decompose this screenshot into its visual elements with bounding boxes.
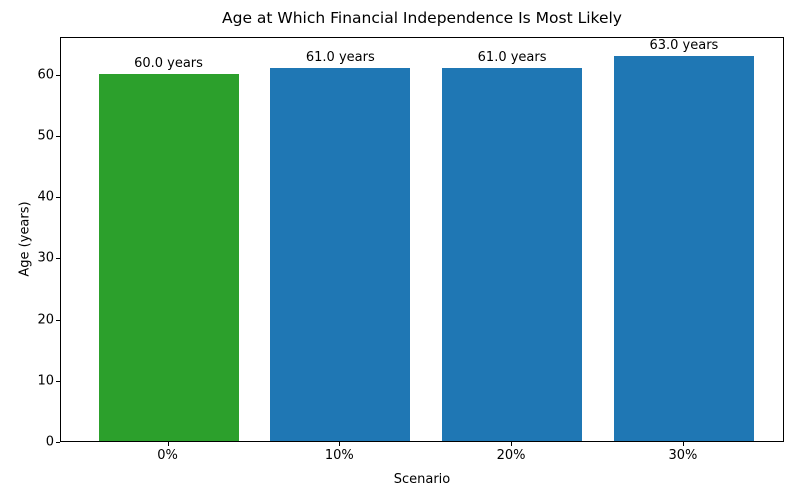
y-tick-mark [56, 380, 60, 382]
bar-value-label: 60.0 years [134, 55, 203, 71]
x-tick-mark [167, 442, 169, 446]
x-tick-mark [339, 442, 341, 446]
y-axis-label: Age (years) [17, 201, 33, 277]
y-tick-label: 50 [37, 128, 54, 144]
y-tick-mark [56, 258, 60, 260]
x-tick-label: 20% [496, 448, 526, 463]
x-tick-mark [511, 442, 513, 446]
x-tick-label: 0% [157, 448, 178, 463]
bar-30% [613, 55, 754, 441]
plot-area: 60.0 years 61.0 years 61.0 years 63.0 years [60, 37, 784, 442]
y-tick-mark [56, 319, 60, 321]
x-tick-label: 10% [324, 448, 354, 463]
y-tick-label: 30 [37, 250, 54, 266]
y-tick-label: 40 [37, 189, 54, 205]
y-tick-mark [56, 74, 60, 76]
x-tick-mark [682, 442, 684, 446]
y-tick-mark [56, 136, 60, 138]
y-tick-label: 0 [45, 434, 54, 450]
bar-10% [270, 67, 411, 441]
bar-value-label: 63.0 years [649, 37, 719, 53]
x-tick-label: 30% [668, 448, 698, 463]
bar-0% [98, 73, 239, 441]
bar-value-label: 61.0 years [477, 49, 547, 65]
x-axis-label: Scenario [393, 472, 451, 487]
bar-20% [442, 67, 583, 441]
chart-title: Age at Which Financial Independence Is M… [222, 9, 622, 27]
y-tick-label: 60 [37, 67, 54, 83]
y-tick-label: 10 [37, 373, 54, 389]
y-tick-label: 20 [37, 312, 54, 328]
y-tick-mark [56, 442, 60, 443]
y-tick-mark [56, 197, 60, 199]
bar-value-label: 61.0 years [305, 49, 375, 65]
